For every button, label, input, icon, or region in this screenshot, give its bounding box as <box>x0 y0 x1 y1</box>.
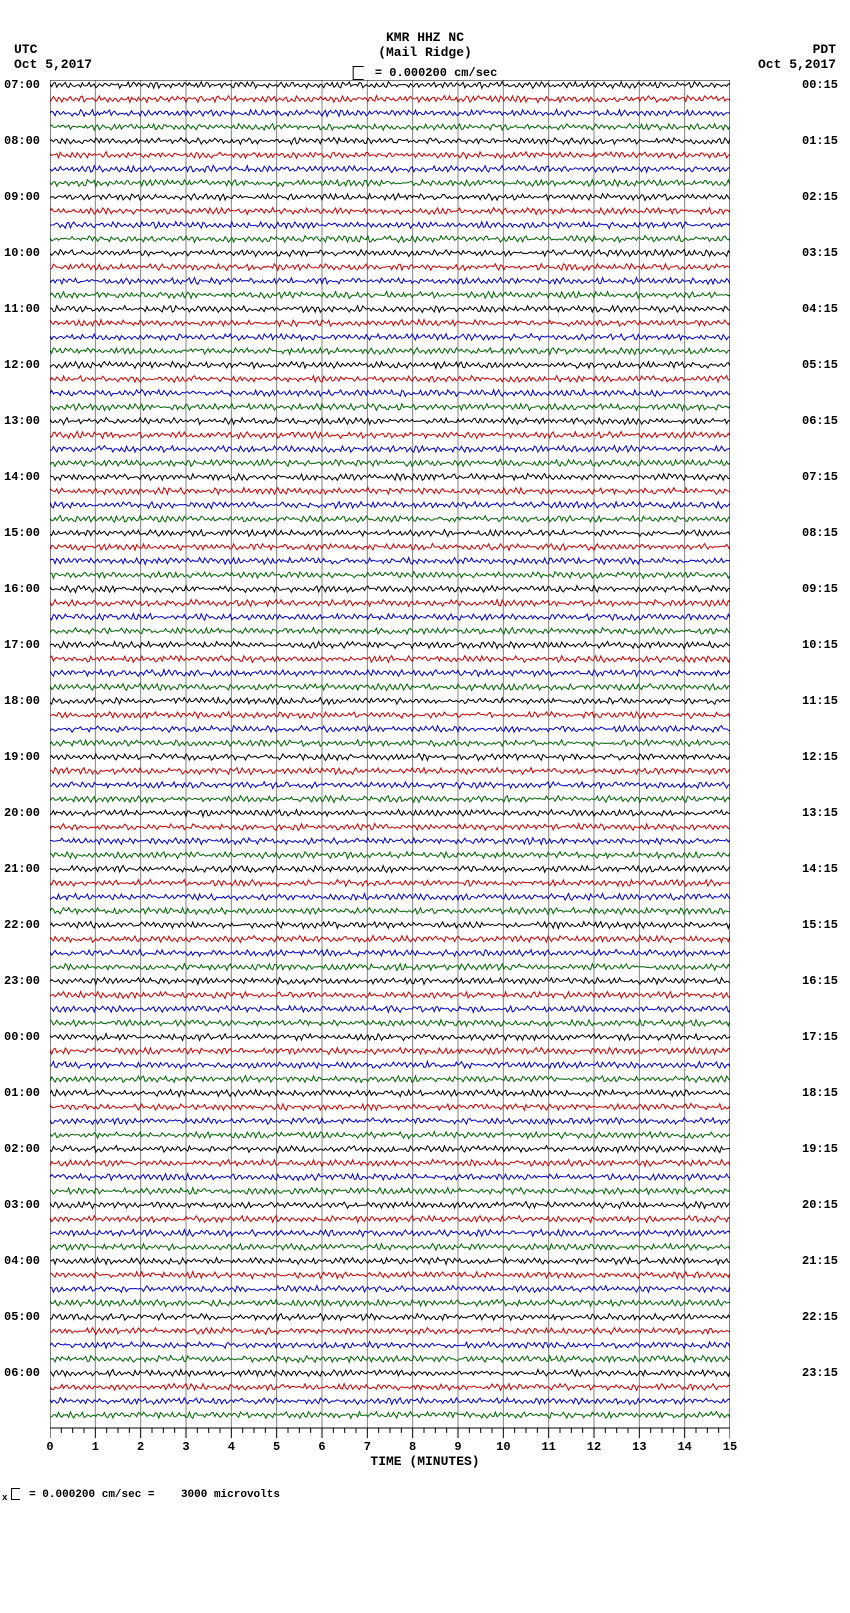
helicorder-plot <box>50 80 730 1428</box>
x-tick-label: 2 <box>137 1440 144 1454</box>
left-hour-label: 14:00 <box>4 471 40 483</box>
left-hour-label: 22:00 <box>4 919 40 931</box>
x-tick-label: 13 <box>632 1440 646 1454</box>
x-tick-label: 5 <box>273 1440 280 1454</box>
right-hour-label: 07:15 <box>802 471 838 483</box>
left-hour-label: 09:00 <box>4 191 40 203</box>
right-hour-label: 02:15 <box>802 191 838 203</box>
x-tick-label: 3 <box>182 1440 189 1454</box>
left-timezone-block: UTC Oct 5,2017 <box>14 42 92 72</box>
left-hour-label: 01:00 <box>4 1087 40 1099</box>
right-hour-label: 15:15 <box>802 919 838 931</box>
left-hour-label: 07:00 <box>4 79 40 91</box>
left-hour-label: 16:00 <box>4 583 40 595</box>
right-hour-label: 14:15 <box>802 863 838 875</box>
station-title: KMR HHZ NC <box>386 30 464 45</box>
footer-text-after: 3000 microvolts <box>181 1489 280 1501</box>
right-hour-label: 00:15 <box>802 79 838 91</box>
left-date: Oct 5,2017 <box>14 57 92 72</box>
right-hour-label: 01:15 <box>802 135 838 147</box>
right-hour-label: 17:15 <box>802 1031 838 1043</box>
left-hour-label: 11:00 <box>4 303 40 315</box>
left-hour-label: 06:00 <box>4 1367 40 1379</box>
right-date: Oct 5,2017 <box>758 57 836 72</box>
left-hour-label: 08:00 <box>4 135 40 147</box>
x-tick-label: 11 <box>541 1440 555 1454</box>
x-axis-title: TIME (MINUTES) <box>370 1454 479 1469</box>
right-hour-label: 19:15 <box>802 1143 838 1155</box>
x-tick-label: 6 <box>318 1440 325 1454</box>
x-tick-label: 0 <box>46 1440 53 1454</box>
header: UTC Oct 5,2017 PDT Oct 5,2017 KMR HHZ NC… <box>0 0 850 80</box>
x-tick-label: 7 <box>364 1440 371 1454</box>
left-hour-label: 19:00 <box>4 751 40 763</box>
right-hour-label: 23:15 <box>802 1367 838 1379</box>
left-hour-label: 10:00 <box>4 247 40 259</box>
scale-label: = 0.000200 cm/sec <box>353 66 498 80</box>
left-hour-label: 04:00 <box>4 1255 40 1267</box>
right-hour-label: 20:15 <box>802 1199 838 1211</box>
right-hour-label: 18:15 <box>802 1087 838 1099</box>
right-hour-label: 11:15 <box>802 695 838 707</box>
right-hour-label: 09:15 <box>802 583 838 595</box>
left-hour-label: 18:00 <box>4 695 40 707</box>
right-tz: PDT <box>813 42 836 57</box>
x-tick-label: 8 <box>409 1440 416 1454</box>
right-hour-label: 22:15 <box>802 1311 838 1323</box>
left-hour-label: 23:00 <box>4 975 40 987</box>
x-tick-label: 9 <box>454 1440 461 1454</box>
left-hour-label: 21:00 <box>4 863 40 875</box>
x-tick-label: 15 <box>723 1440 737 1454</box>
right-hour-label: 10:15 <box>802 639 838 651</box>
right-hour-label: 13:15 <box>802 807 838 819</box>
x-tick-label: 4 <box>228 1440 235 1454</box>
scale-label-text: = 0.000200 cm/sec <box>375 66 497 80</box>
left-hour-label: 02:00 <box>4 1143 40 1155</box>
footer-text-before: = 0.000200 cm/sec = <box>29 1489 154 1501</box>
x-tick-label: 12 <box>587 1440 601 1454</box>
x-axis: TIME (MINUTES) 0123456789101112131415 <box>50 1428 800 1468</box>
left-hour-label: 15:00 <box>4 527 40 539</box>
right-hour-label: 12:15 <box>802 751 838 763</box>
left-hour-label: 00:00 <box>4 1031 40 1043</box>
right-hour-label: 05:15 <box>802 359 838 371</box>
right-hour-label: 16:15 <box>802 975 838 987</box>
right-hour-label: 04:15 <box>802 303 838 315</box>
scale-bar-icon <box>11 1488 20 1500</box>
left-hour-label: 03:00 <box>4 1199 40 1211</box>
right-timezone-block: PDT Oct 5,2017 <box>758 42 836 72</box>
location-title: (Mail Ridge) <box>378 45 472 60</box>
left-hour-label: 20:00 <box>4 807 40 819</box>
x-tick-label: 14 <box>677 1440 691 1454</box>
left-hour-label: 13:00 <box>4 415 40 427</box>
left-hour-label: 05:00 <box>4 1311 40 1323</box>
left-hour-label: 12:00 <box>4 359 40 371</box>
right-hour-label: 21:15 <box>802 1255 838 1267</box>
right-hour-label: 03:15 <box>802 247 838 259</box>
right-hour-label: 06:15 <box>802 415 838 427</box>
left-tz: UTC <box>14 42 37 57</box>
right-hour-label: 08:15 <box>802 527 838 539</box>
footer-scale: x = 0.000200 cm/sec = 3000 microvolts <box>0 1468 850 1511</box>
left-hour-label: 17:00 <box>4 639 40 651</box>
scale-bar-icon <box>353 66 364 80</box>
plot-area: 07:0008:0009:0010:0011:0012:0013:0014:00… <box>50 80 800 1428</box>
x-tick-label: 10 <box>496 1440 510 1454</box>
x-tick-label: 1 <box>92 1440 99 1454</box>
